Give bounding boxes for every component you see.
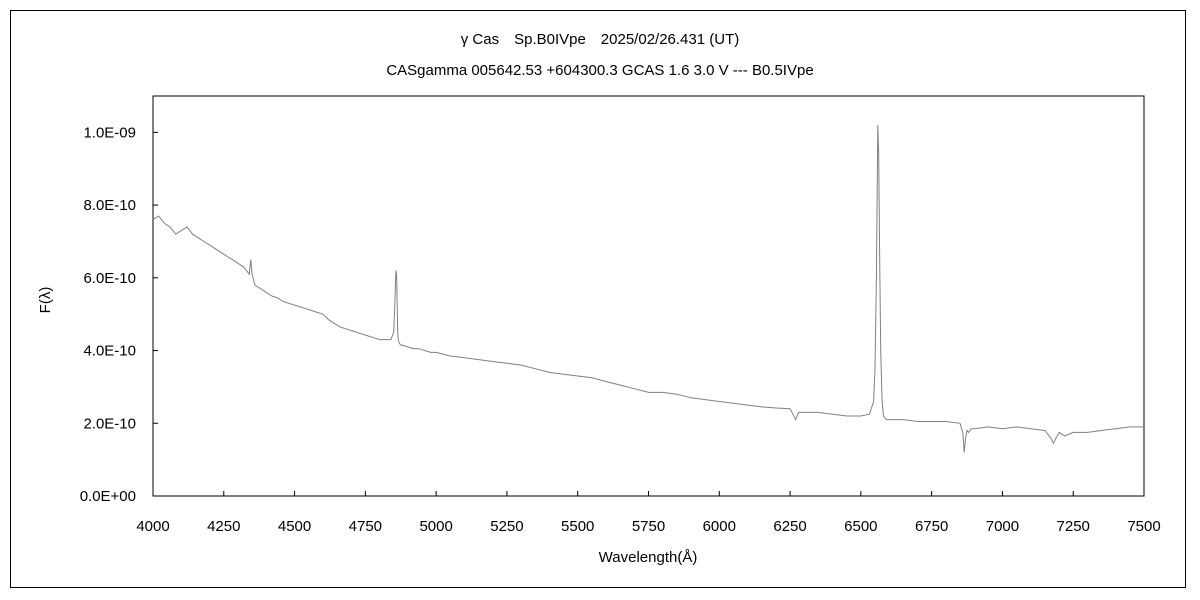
- x-tick-label: 4000: [136, 518, 169, 535]
- plot-area: [152, 95, 1145, 497]
- y-tick-label: 6.0E-10: [83, 270, 136, 287]
- x-tick-label: 7250: [1057, 518, 1090, 535]
- spectrum-line: [152, 125, 1144, 453]
- x-tick-label: 5500: [561, 518, 594, 535]
- x-tick-label: 4250: [207, 518, 240, 535]
- y-tick-label: 0.0E+00: [80, 488, 136, 505]
- x-tick-label: 4500: [278, 518, 311, 535]
- x-tick-label: 5750: [632, 518, 665, 535]
- x-axis-label: Wavelength(Å): [599, 549, 698, 566]
- chart-subtitle: CASgamma 005642.53 +604300.3 GCAS 1.6 3.…: [386, 62, 813, 79]
- y-tick-label: 2.0E-10: [83, 415, 136, 432]
- x-tick-label: 7000: [986, 518, 1019, 535]
- y-tick-label: 1.0E-09: [83, 124, 136, 141]
- x-tick-label: 7500: [1127, 518, 1160, 535]
- x-tick-label: 6500: [844, 518, 877, 535]
- x-tick-label: 6750: [915, 518, 948, 535]
- chart-title: γ Cas Sp.B0IVpe 2025/02/26.431 (UT): [461, 31, 739, 48]
- x-tick-label: 4750: [349, 518, 382, 535]
- y-axis-label: F(λ): [37, 287, 54, 314]
- x-tick-label: 5250: [490, 518, 523, 535]
- x-tick-label: 6000: [703, 518, 736, 535]
- x-tick-label: 5000: [419, 518, 452, 535]
- x-axis-ticks: 4000 4250 4500 4750 5000 5250 5500 5750 6000 6250…: [136, 491, 1161, 535]
- y-axis-ticks: 0.0E+00 2.0E-10 4.0E-10 6.0E-10 8.0E-10 1.0E-…: [80, 124, 158, 505]
- x-tick-label: 6250: [773, 518, 806, 535]
- y-tick-label: 4.0E-10: [83, 343, 136, 360]
- chart-frame: [10, 10, 1186, 588]
- y-tick-label: 8.0E-10: [83, 197, 136, 214]
